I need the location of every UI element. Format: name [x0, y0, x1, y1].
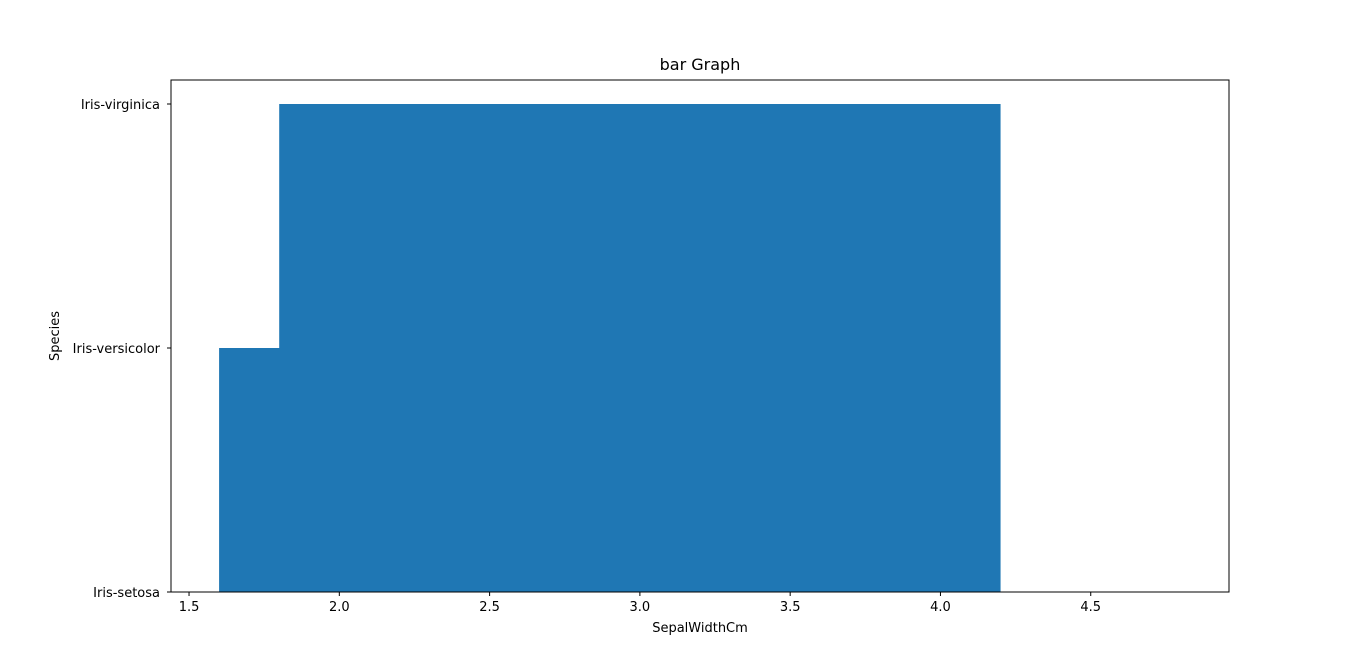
x-tick-label: 2.0 — [329, 600, 350, 615]
x-tick-label: 3.0 — [630, 600, 651, 615]
axes-frame — [170, 79, 1230, 593]
y-ticks: Iris-setosa Iris-versicolor Iris-virginica — [73, 98, 171, 601]
x-axis-label: SepalWidthCm — [652, 621, 748, 636]
x-tick-label: 2.5 — [479, 600, 500, 615]
x-tick-label: 4.5 — [1080, 600, 1101, 615]
x-tick-label: 4.0 — [930, 600, 951, 615]
bars-layer — [219, 104, 1001, 592]
bar-1 — [279, 104, 1001, 348]
x-tick-label: 1.5 — [179, 600, 200, 615]
x-tick-label: 3.5 — [780, 600, 801, 615]
y-tick-label: Iris-setosa — [93, 586, 160, 601]
y-tick-label: Iris-virginica — [81, 98, 160, 113]
x-ticks: 1.5 2.0 2.5 3.0 3.5 4.0 4.5 — [179, 592, 1101, 615]
bar-0 — [219, 348, 1001, 592]
y-axis-label: Species — [48, 311, 63, 361]
y-tick-label: Iris-versicolor — [73, 342, 161, 357]
chart-title: bar Graph — [660, 55, 741, 74]
